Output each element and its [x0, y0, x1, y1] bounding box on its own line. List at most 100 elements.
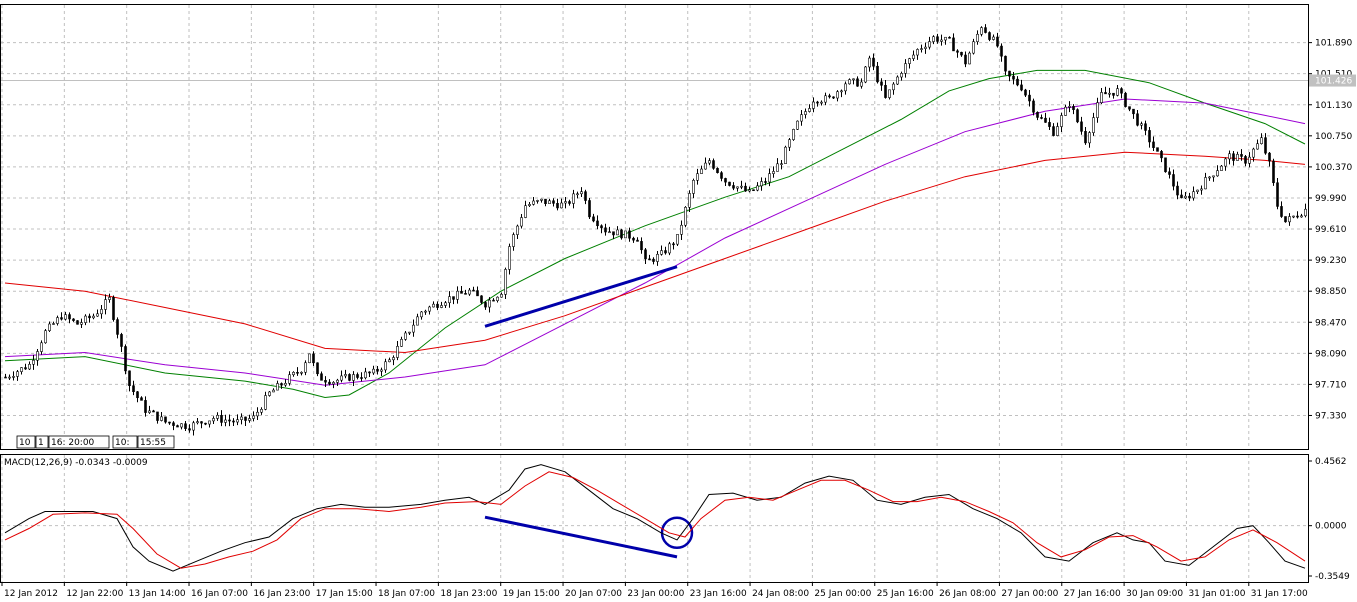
candle-body — [1020, 84, 1023, 91]
candle-body — [300, 371, 303, 374]
candle-body — [420, 311, 423, 318]
candle-body — [1028, 94, 1031, 102]
candle-body — [908, 58, 911, 64]
candle-body — [532, 200, 535, 205]
candle-body — [452, 296, 455, 300]
candle-body — [208, 420, 211, 425]
candle-body — [1004, 55, 1007, 72]
candle-body — [524, 205, 527, 218]
candle-body — [888, 89, 891, 98]
candle-body — [264, 395, 267, 410]
candle-body — [548, 200, 551, 204]
candle-body — [1264, 137, 1267, 154]
event-marker-box — [16, 435, 36, 449]
event-marker-label: 10: — [115, 438, 129, 448]
candle-body — [68, 314, 71, 320]
candle-body — [1056, 126, 1059, 136]
candle-body — [724, 178, 727, 183]
candle-body — [1284, 216, 1287, 223]
candle-body — [1132, 108, 1135, 115]
candle-body — [128, 370, 131, 387]
candle-body — [136, 391, 139, 399]
candle-body — [1040, 117, 1043, 119]
candle-body — [880, 81, 883, 86]
candle-body — [1216, 170, 1219, 177]
candle-body — [816, 101, 819, 104]
candle-body — [200, 421, 203, 424]
candle-body — [528, 204, 531, 206]
candle-body — [808, 108, 811, 112]
candle-body — [428, 306, 431, 312]
candle-body — [604, 227, 607, 233]
candle-body — [296, 371, 299, 374]
time-tick-label: 23 Jan 00:00 — [627, 589, 684, 599]
candle-body — [1192, 191, 1195, 199]
current-price-box — [1309, 74, 1356, 87]
candle-body — [1048, 122, 1051, 127]
candle-body — [956, 50, 959, 53]
candle-body — [676, 234, 679, 245]
macd-tick-label: -0.3549 — [1315, 572, 1350, 582]
candle-body — [468, 289, 471, 295]
candle-body — [560, 202, 563, 209]
candle-body — [700, 168, 703, 174]
candle-body — [308, 353, 311, 364]
time-tick-label: 16 Jan 23:00 — [253, 589, 310, 599]
candle-body — [940, 39, 943, 42]
candle-body — [980, 27, 983, 35]
time-tick-label: 25 Jan 16:00 — [877, 589, 934, 599]
event-marker-box — [112, 435, 138, 449]
candle-body — [720, 172, 723, 179]
candle-body — [780, 163, 783, 165]
candle-body — [616, 229, 619, 236]
candle-body — [52, 323, 55, 325]
axis-labels: 101.890101.510101.130100.750100.37099.99… — [1, 39, 1356, 599]
candle-body — [612, 231, 615, 236]
candle-body — [1252, 148, 1255, 158]
candle-body — [588, 200, 591, 218]
candle-body — [924, 46, 927, 49]
candle-body — [140, 397, 143, 401]
candle-body — [656, 254, 659, 262]
price-tick-label: 101.890 — [1315, 39, 1352, 49]
candle-body — [872, 57, 875, 67]
candle-body — [260, 409, 263, 413]
price-tick-label: 101.130 — [1315, 101, 1352, 111]
price-trendline — [484, 265, 678, 328]
candle-body — [1080, 121, 1083, 132]
candle-body — [764, 181, 767, 183]
candle-body — [1288, 216, 1291, 223]
candle-body — [792, 129, 795, 140]
candle-body — [88, 315, 91, 319]
candle-body — [1156, 147, 1159, 152]
candle-body — [408, 331, 411, 334]
candle-body — [852, 78, 855, 81]
candle-body — [736, 186, 739, 189]
candle-body — [584, 191, 587, 201]
candle-body — [512, 234, 515, 247]
candle-body — [760, 181, 763, 187]
candle-body — [848, 79, 851, 85]
time-tick-label: 17 Jan 15:00 — [316, 589, 373, 599]
candle-body — [32, 359, 35, 365]
candle-body — [600, 225, 603, 229]
candle-body — [704, 162, 707, 170]
candle-body — [1136, 113, 1139, 126]
candle-body — [904, 63, 907, 74]
event-marker-box — [48, 435, 110, 449]
price-tick-label: 97.710 — [1315, 380, 1347, 390]
candle-body — [124, 346, 127, 372]
candle-body — [44, 330, 47, 344]
candle-body — [752, 189, 755, 192]
candle-body — [1108, 92, 1111, 95]
candle-body — [1128, 106, 1131, 110]
candle-body — [424, 310, 427, 313]
grid — [1, 5, 1308, 582]
candle-body — [696, 173, 699, 181]
candle-body — [484, 302, 487, 308]
candle-body — [228, 419, 231, 422]
price-tick-label: 98.850 — [1315, 287, 1347, 297]
candle-body — [916, 49, 919, 56]
candle-body — [576, 193, 579, 196]
candle-body — [680, 224, 683, 235]
